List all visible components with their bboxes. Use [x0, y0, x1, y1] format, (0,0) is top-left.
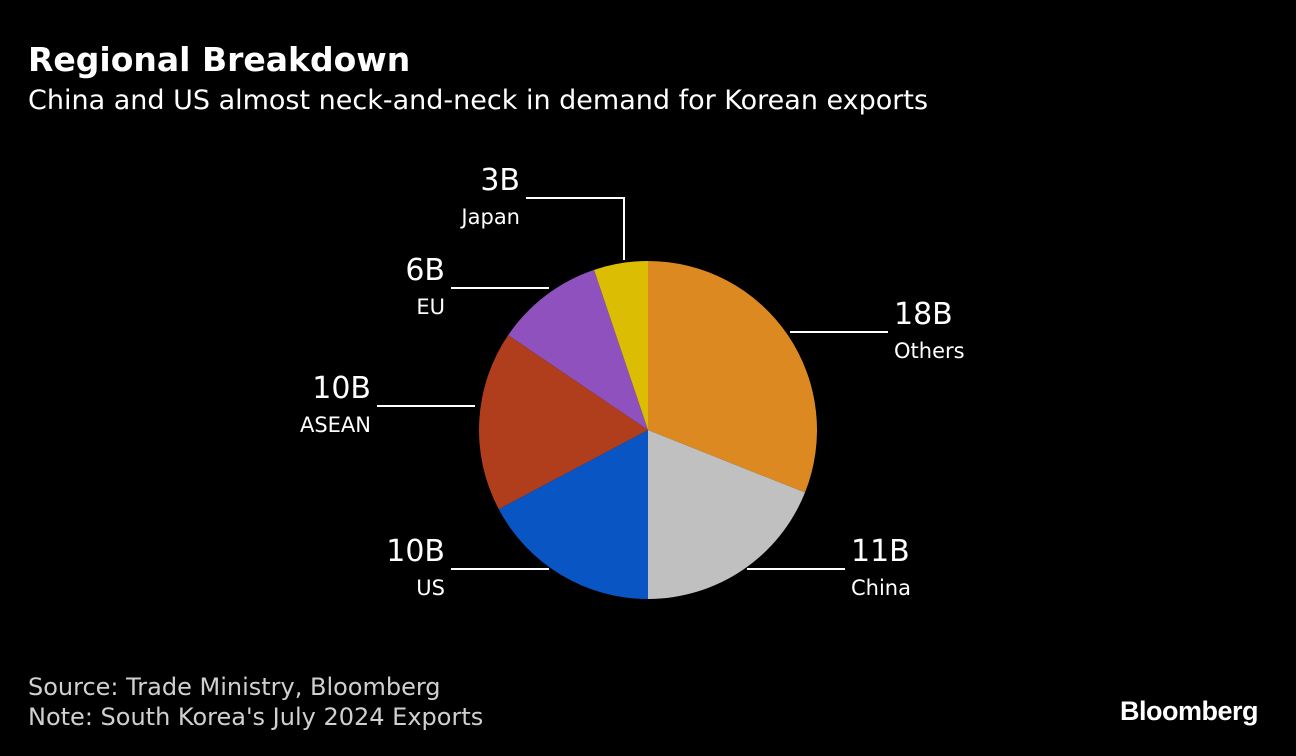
pie-slice-asean [479, 335, 648, 510]
category-label-china: China [851, 576, 911, 600]
pie-slice-japan [594, 261, 648, 430]
category-label-eu: EU [416, 295, 445, 319]
value-label-us: 10B [386, 534, 445, 569]
value-label-japan: 3B [480, 163, 520, 198]
value-label-others: 18B [894, 297, 953, 332]
pie-slice-us [498, 430, 648, 599]
category-label-others: Others [894, 339, 965, 363]
category-label-japan: Japan [459, 205, 520, 229]
value-label-asean: 10B [312, 371, 371, 406]
footnote: Note: South Korea's July 2024 Exports [28, 703, 484, 731]
pie-slice-others [648, 261, 818, 493]
source-note: Source: Trade Ministry, Bloomberg [28, 673, 441, 701]
pie-slice-eu [508, 269, 648, 430]
chart-title: Regional Breakdown [28, 40, 411, 79]
value-label-china: 11B [851, 534, 910, 569]
bloomberg-logo: Bloomberg [1119, 696, 1259, 726]
category-label-us: US [416, 576, 445, 600]
leader-line-japan [526, 197, 625, 260]
pie-slice-china [648, 430, 805, 599]
value-label-eu: 6B [405, 253, 445, 288]
category-label-asean: ASEAN [300, 413, 371, 437]
chart-subtitle: China and US almost neck-and-neck in dem… [28, 85, 929, 116]
